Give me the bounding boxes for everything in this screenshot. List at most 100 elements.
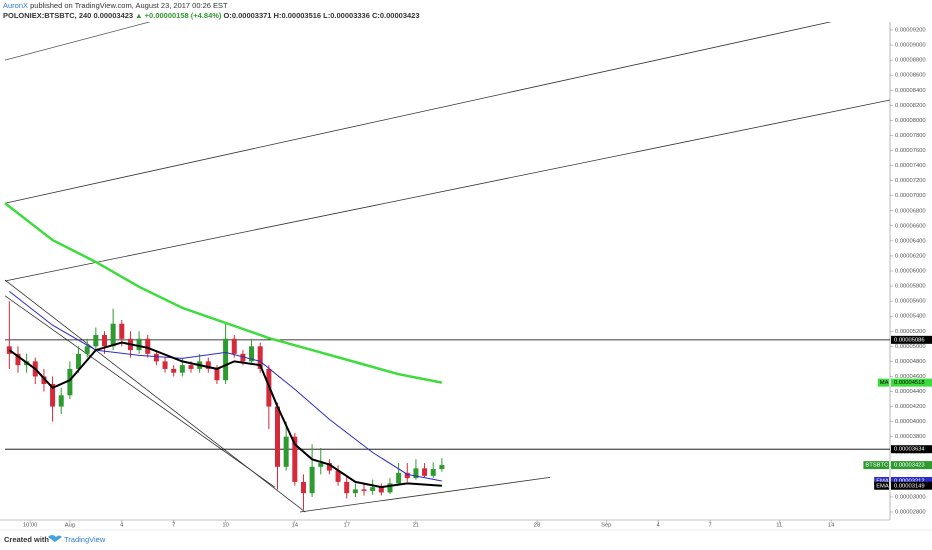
price-label-box bbox=[891, 445, 932, 454]
candle-body bbox=[361, 489, 367, 491]
price-label: 0.00003423 bbox=[894, 463, 925, 469]
axes: 0.000028000.000030000.000032000.00003400… bbox=[23, 28, 932, 529]
y-tick-label: 0.00004000 bbox=[895, 419, 926, 425]
y-tick-label: 0.00008400 bbox=[895, 88, 926, 94]
candle-body bbox=[344, 481, 350, 494]
candle-body bbox=[179, 365, 185, 373]
indicator-line bbox=[4, 202, 443, 384]
candle-body bbox=[439, 465, 445, 470]
candle-body bbox=[76, 353, 82, 369]
symbol-line: POLONIEX:BTSBTC, 240 0.00003423 ▲ +0.000… bbox=[3, 11, 420, 20]
candle-body bbox=[318, 463, 324, 467]
candle-body bbox=[58, 395, 64, 407]
x-tick-label: 4 bbox=[120, 523, 124, 529]
y-tick-label: 0.00005200 bbox=[895, 329, 926, 335]
y-tick-label: 0.00007000 bbox=[895, 193, 926, 199]
symbol: POLONIEX:BTSBTC, 240 bbox=[3, 11, 91, 20]
indicator-line bbox=[8, 341, 442, 489]
candle-body bbox=[326, 463, 332, 471]
ohlc: O:0.00003371 H:0.00003516 L:0.00003336 C… bbox=[224, 11, 420, 20]
candle-body bbox=[404, 472, 410, 479]
candle-body bbox=[15, 353, 21, 366]
price-label: 0.00004518 bbox=[894, 380, 925, 386]
y-tick-label: 0.00004200 bbox=[895, 404, 926, 410]
plot bbox=[4, 22, 890, 513]
candle-body bbox=[136, 338, 142, 351]
change: ▲ +0.00000158 (+4.84%) bbox=[135, 11, 222, 20]
candle-body bbox=[240, 353, 246, 362]
y-tick-label: 0.00006600 bbox=[895, 223, 926, 229]
candle-body bbox=[283, 436, 289, 467]
candle-body bbox=[378, 487, 384, 493]
last-price: 0.00003423 bbox=[93, 11, 133, 20]
x-tick-label: 14 bbox=[828, 523, 835, 529]
x-tick-label: 21 bbox=[413, 523, 419, 529]
x-tick-label: 7 bbox=[172, 523, 175, 529]
price-label: 0.00005086 bbox=[894, 337, 925, 343]
y-tick-label: 0.00006200 bbox=[895, 253, 926, 259]
y-tick-label: 0.00006800 bbox=[895, 208, 926, 214]
price-label-box bbox=[891, 461, 932, 470]
y-tick-label: 0.00006400 bbox=[895, 238, 926, 244]
candle-body bbox=[145, 338, 151, 354]
y-tick-label: 0.00003000 bbox=[895, 494, 926, 500]
header-line: AuronX published on TradingView.com, Aug… bbox=[3, 1, 228, 10]
y-tick-label: 0.00004400 bbox=[895, 389, 926, 395]
y-tick-label: 0.00003800 bbox=[895, 434, 926, 440]
x-tick-label: 17 bbox=[343, 523, 349, 529]
y-tick-label: 0.00007800 bbox=[895, 133, 926, 139]
candle-body bbox=[396, 472, 402, 484]
y-tick-label: 0.00008000 bbox=[895, 118, 926, 124]
y-tick-label: 0.00004800 bbox=[895, 359, 926, 365]
y-tick-label: 0.00008600 bbox=[895, 73, 926, 79]
tradingview-logo bbox=[48, 535, 62, 542]
candle-body bbox=[352, 489, 358, 494]
candle-body bbox=[119, 323, 125, 339]
y-tick-label: 0.00006000 bbox=[895, 269, 926, 275]
candle-body bbox=[84, 346, 90, 354]
y-tick-label: 0.00004600 bbox=[895, 374, 926, 380]
x-tick-label: 11 bbox=[776, 523, 782, 529]
price-label-name: EMA bbox=[876, 483, 889, 489]
candle-body bbox=[223, 338, 229, 381]
y-tick-label: 0.00007400 bbox=[895, 163, 926, 169]
x-tick-label: 4 bbox=[657, 523, 661, 529]
candle-body bbox=[231, 338, 237, 354]
y-tick-label: 0.00007200 bbox=[895, 178, 926, 184]
trend-line bbox=[4, 22, 832, 204]
price-label-name-box bbox=[874, 481, 889, 490]
price-label: 0.00003212 bbox=[894, 479, 925, 485]
price-label: 0.00003634 bbox=[894, 447, 925, 453]
y-tick-label: 0.00002800 bbox=[895, 510, 926, 516]
y-tick-label: 0.00005400 bbox=[895, 314, 926, 320]
y-tick-label: 0.00009200 bbox=[895, 28, 926, 34]
candle-body bbox=[93, 335, 99, 347]
candle-body bbox=[171, 368, 177, 373]
candle-body bbox=[249, 346, 255, 362]
y-tick-label: 0.00005600 bbox=[895, 299, 926, 305]
price-label-name: MA bbox=[880, 380, 889, 386]
price-label-name-box bbox=[874, 476, 889, 485]
y-tick-label: 0.00008200 bbox=[895, 103, 926, 109]
y-tick-label: 0.00005000 bbox=[895, 344, 926, 350]
candle-body bbox=[162, 361, 168, 369]
candle-body bbox=[188, 365, 194, 369]
candle-body bbox=[50, 383, 56, 407]
candle-body bbox=[430, 469, 436, 476]
candle-body bbox=[153, 353, 159, 362]
trend-line bbox=[4, 99, 890, 282]
x-tick-label: 10:00 bbox=[23, 523, 38, 529]
indicator-line bbox=[9, 290, 442, 482]
candle-body bbox=[110, 323, 116, 347]
x-tick-label: 28 bbox=[534, 523, 540, 529]
candle-body bbox=[67, 368, 73, 396]
price-label: 0.00003149 bbox=[894, 483, 925, 489]
price-label-name-box bbox=[863, 461, 889, 470]
candle-body bbox=[422, 468, 428, 476]
candle-body bbox=[101, 335, 107, 347]
y-tick-label: 0.00005800 bbox=[895, 284, 926, 290]
trend-line bbox=[4, 22, 151, 61]
candle-body bbox=[214, 368, 220, 381]
